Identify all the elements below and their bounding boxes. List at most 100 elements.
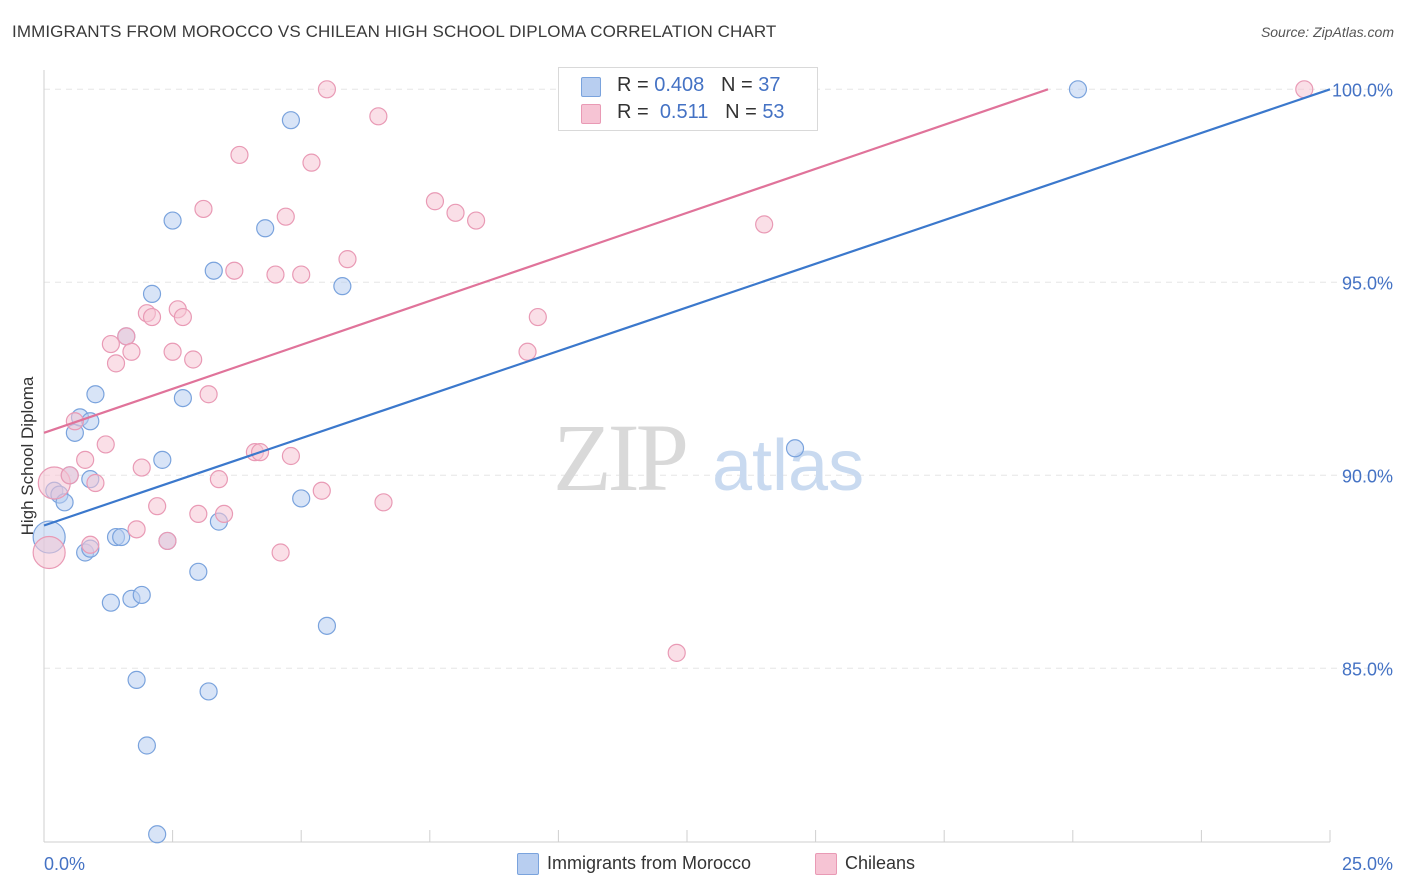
data-point-blue [137, 736, 156, 755]
data-point-blue [148, 825, 167, 844]
bottom-legend-swatch-blue [517, 853, 539, 875]
data-point-blue [785, 439, 805, 458]
data-point-pink [142, 307, 162, 327]
legend-r-label: R = [617, 74, 649, 96]
chart-title: IMMIGRANTS FROM MOROCCO VS CHILEAN HIGH … [12, 22, 777, 41]
y-tick-label: 100.0% [1332, 80, 1393, 100]
data-point-pink [60, 466, 79, 485]
data-point-pink [518, 342, 537, 361]
data-point-blue [281, 111, 301, 130]
y-axis-label: High School Diploma [18, 376, 37, 536]
data-point-blue [163, 211, 182, 230]
y-tick-label: 90.0% [1342, 466, 1393, 486]
data-point-blue [132, 585, 151, 605]
legend-swatch-pink [581, 104, 601, 124]
data-point-blue [189, 562, 208, 581]
data-point-pink [276, 207, 295, 226]
legend-n-value: 37 [758, 74, 781, 96]
legend-text-chileans: R = 0.511 N = 53 [617, 101, 785, 124]
data-point-blue [142, 284, 162, 303]
data-point-blue [112, 527, 131, 547]
data-point-pink [76, 450, 95, 469]
data-point-blue [204, 261, 223, 280]
data-point-blue [1068, 80, 1088, 99]
data-point-pink [106, 354, 126, 373]
trend-lines [43, 88, 1331, 527]
data-point-pink [667, 643, 686, 662]
data-point-pink [292, 265, 311, 284]
watermark-zip: ZIP [553, 404, 686, 511]
data-point-pink [446, 203, 465, 222]
data-point-pink [199, 385, 218, 404]
data-point-pink [369, 107, 388, 126]
data-point-pink [755, 215, 774, 234]
legend-n-label: N = [725, 101, 757, 123]
data-point-pink [184, 350, 203, 369]
data-point-pink [81, 535, 100, 554]
data-point-pink [374, 493, 393, 512]
data-point-pink [214, 504, 234, 524]
data-point-pink [158, 531, 177, 551]
data-point-pink [466, 211, 486, 230]
data-point-pink [225, 261, 244, 280]
data-point-pink [86, 473, 105, 493]
data-point-pink [312, 481, 331, 500]
data-point-blue [101, 593, 120, 612]
trend-line-pink [43, 88, 1049, 434]
data-point-blue [333, 277, 352, 296]
y-tick-label: 95.0% [1342, 273, 1393, 293]
data-point-blue [256, 219, 275, 238]
legend-r-value: 0.511 [659, 101, 709, 123]
x-tick-labels: 0.0% 25.0% [44, 854, 1393, 874]
legend-r-value: 0.408 [654, 74, 705, 96]
data-point-pink [194, 199, 213, 219]
bottom-legend-label-chileans: Chileans [845, 853, 916, 873]
data-point-blue [317, 616, 337, 635]
legend-n-value: 53 [762, 101, 785, 123]
grid-lines [44, 88, 1390, 669]
bottom-legend-swatch-pink [815, 853, 837, 875]
legend-n-label: N = [720, 74, 753, 96]
data-point-pink [101, 334, 120, 354]
data-point-blue [199, 682, 218, 701]
data-point-pink [271, 543, 290, 562]
data-point-blue [153, 450, 172, 469]
data-point-pink [528, 307, 547, 327]
data-point-blue [173, 389, 192, 408]
data-point-pink [163, 342, 182, 361]
y-tick-label: 85.0% [1342, 659, 1393, 679]
correlation-legend: R = 0.408 N = 37 R = 0.511 N = 53 [558, 67, 818, 131]
data-point-blue [86, 385, 105, 404]
trend-line-blue [43, 88, 1331, 527]
data-point-pink [317, 80, 337, 99]
data-point-pink [148, 497, 167, 516]
data-point-pink [117, 327, 136, 346]
data-point-pink [425, 192, 445, 211]
data-point-pink [281, 446, 301, 466]
axes [43, 70, 1331, 843]
legend-text-morocco: R = 0.408 N = 37 [617, 74, 780, 97]
legend-swatch-blue [581, 77, 601, 97]
data-point-pink [266, 265, 285, 284]
watermark: ZIP atlas [553, 404, 864, 511]
y-tick-labels: 85.0% 90.0% 95.0% 100.0% [1332, 80, 1393, 679]
data-point-pink [122, 342, 141, 361]
data-point-pink [32, 535, 66, 570]
data-point-pink [96, 435, 115, 454]
data-point-pink [132, 458, 151, 477]
x-tick-label: 0.0% [44, 854, 85, 874]
data-point-pink [127, 520, 146, 539]
x-tick-label: 25.0% [1342, 854, 1393, 874]
legend-r-label: R = [617, 101, 649, 123]
source-credit: Source: ZipAtlas.com [1260, 24, 1394, 40]
data-point-pink [302, 153, 321, 172]
data-point-pink [189, 504, 208, 524]
data-point-pink [173, 307, 192, 327]
data-point-pink [209, 470, 228, 489]
watermark-atlas: atlas [712, 426, 864, 506]
data-point-blue [292, 489, 311, 508]
data-point-pink [338, 250, 357, 269]
data-point-blue [127, 670, 146, 689]
bottom-legend-label-morocco: Immigrants from Morocco [547, 853, 752, 873]
